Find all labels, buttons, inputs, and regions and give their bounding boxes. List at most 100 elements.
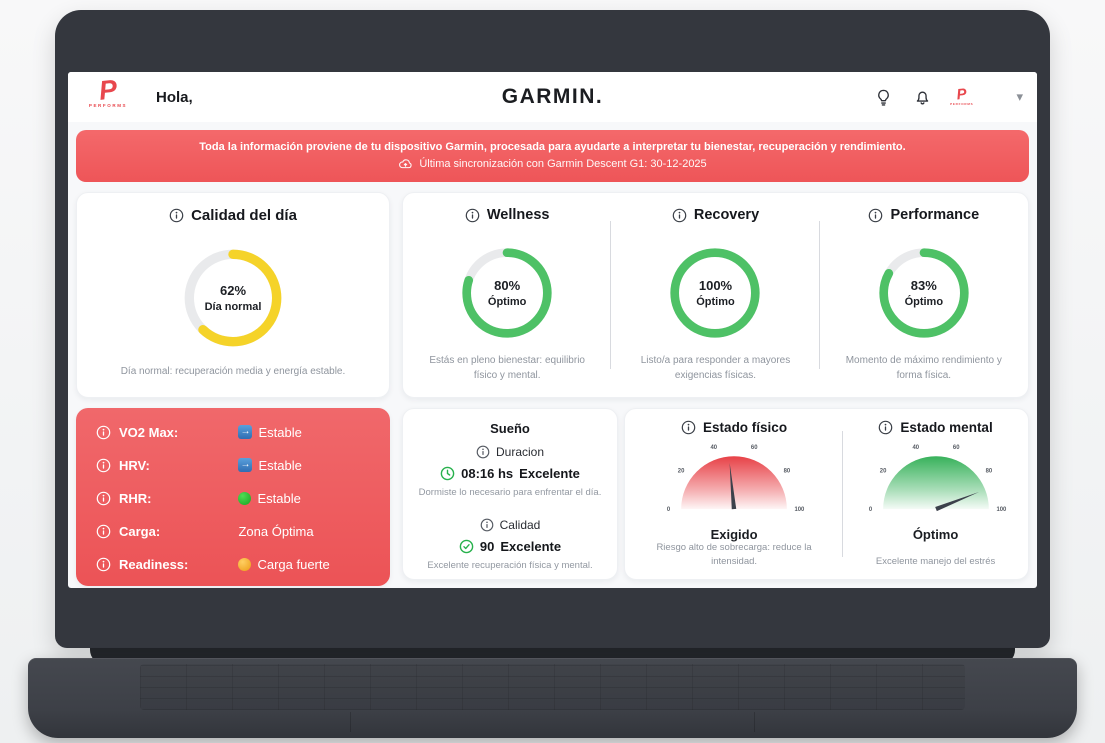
estado-fisico-gauge-chart: 0 20 40 60 80 100	[667, 445, 806, 513]
quality-status: Día normal	[204, 301, 262, 313]
trend-arrow-icon	[238, 425, 253, 439]
sleep-quality-label: Calidad	[499, 518, 541, 532]
metric-label: Carga:	[119, 523, 161, 539]
info-icon[interactable]	[868, 208, 883, 223]
laptop-deck-seam	[754, 712, 755, 732]
sleep-quality-label-row: Calidad	[480, 518, 541, 532]
info-icon[interactable]	[96, 491, 111, 506]
banner-sync-text: Última sincronización con Garmin Descent…	[419, 158, 707, 170]
info-icon[interactable]	[96, 524, 111, 539]
svg-text:20: 20	[678, 469, 685, 475]
greeting-text: Hola,	[156, 88, 193, 106]
info-icon[interactable]	[480, 518, 494, 532]
info-icon[interactable]	[878, 420, 893, 435]
recovery-value: 100%	[698, 278, 733, 293]
lightbulb-icon[interactable]	[872, 86, 894, 108]
svg-text:100: 100	[795, 507, 806, 513]
sleep-title: Sueño	[490, 421, 530, 436]
metric-label-row: HRV:	[96, 458, 150, 473]
info-icon[interactable]	[96, 425, 111, 440]
profile-avatar-logo[interactable]: P PERFORMS	[950, 85, 973, 106]
trend-arrow-icon	[238, 458, 253, 472]
recovery-title: Recovery	[693, 207, 760, 223]
metric-label: HRV:	[119, 457, 150, 473]
check-circle-icon	[459, 539, 474, 554]
estado-fisico-title: Estado físico	[703, 420, 788, 435]
metric-label: Readiness:	[119, 556, 189, 572]
performance-ring-chart	[879, 248, 969, 338]
estado-mental-title-row: Estado mental	[878, 420, 993, 435]
vertical-divider	[818, 221, 820, 369]
quality-title: Calidad del día	[191, 207, 297, 224]
metric-value: Carga fuerte	[257, 556, 330, 572]
estado-fisico-title-row: Estado físico	[681, 420, 787, 435]
metric-value-cell: Carga fuerte	[238, 556, 330, 572]
performance-note: Momento de máximo rendimiento y forma fí…	[845, 355, 1002, 381]
wellness-note: Estás en pleno bienestar: equilibrio fís…	[429, 355, 585, 381]
svg-text:60: 60	[751, 445, 758, 451]
bell-icon[interactable]	[911, 86, 933, 108]
wellness-title: Wellness	[486, 207, 550, 223]
metric-label-row: Carga:	[96, 524, 160, 539]
performance-section: Performance 83% Óptimo Momento de máximo…	[820, 193, 1028, 397]
laptop-deck-seam	[350, 712, 351, 732]
metric-value-cell: Zona Óptima	[238, 524, 313, 539]
card-estado: Estado físico 0 20 40 60 80 100 Exigido Riesg…	[624, 408, 1029, 580]
sleep-quality-note: Excelente recuperación física y mental.	[427, 560, 593, 571]
quality-ring-center: 62% Día normal	[181, 246, 285, 350]
banner-sync-row: Última sincronización con Garmin Descent…	[398, 157, 707, 172]
quality-ring-chart	[184, 249, 282, 347]
app-window: P PERFORMS Hola, GARMIN.	[68, 72, 1037, 588]
banner-message: Toda la información proviene de tu dispo…	[199, 140, 906, 153]
svg-text:20: 20	[879, 469, 886, 475]
sleep-quality-value-row: 90 Excelente	[459, 539, 561, 554]
info-icon[interactable]	[96, 557, 111, 572]
svg-text:100: 100	[996, 507, 1007, 513]
header-actions: P PERFORMS ▾	[872, 72, 1023, 122]
wellness-status: Óptimo	[487, 296, 527, 308]
metric-value: Estable	[258, 457, 302, 473]
laptop-keyboard	[140, 664, 965, 710]
info-icon[interactable]	[465, 208, 480, 223]
metric-row-rhr: RHR: Estable	[96, 487, 370, 509]
estado-fisico-note: Riesgo alto de sobrecarga: reduce la int…	[656, 541, 812, 567]
svg-text:40: 40	[711, 445, 718, 451]
performs-logo[interactable]: P PERFORMS	[80, 74, 136, 108]
svg-text:40: 40	[912, 445, 919, 451]
metric-value-cell: Estable	[238, 457, 302, 473]
sleep-duration-status: Excelente	[519, 466, 580, 481]
garmin-logo: GARMIN.	[501, 85, 604, 108]
performance-value: 83%	[910, 278, 937, 293]
laptop-screen-bezel: P PERFORMS Hola, GARMIN.	[55, 10, 1050, 648]
svg-text:80: 80	[784, 469, 791, 475]
sleep-duration-label: Duracion	[495, 445, 545, 459]
vertical-divider	[610, 221, 612, 369]
metric-row-readiness: Readiness: Carga fuerte	[96, 553, 370, 575]
green-dot-icon	[238, 491, 252, 505]
wellness-section: Wellness 80% Óptimo Estás en pleno biene…	[403, 193, 612, 397]
performance-status: Óptimo	[904, 296, 944, 308]
quality-title-row: Calidad del día	[77, 207, 389, 224]
estado-mental-section: Estado mental 0 20 40 60 80 100 Óptimo Excele…	[843, 409, 1028, 579]
info-icon[interactable]	[681, 420, 696, 435]
metric-value: Estable	[257, 490, 301, 506]
sync-banner: Toda la información proviene de tu dispo…	[76, 130, 1029, 182]
metric-label: VO2 Max:	[119, 424, 179, 440]
recovery-section: Recovery 100% Óptimo Listo/a para respon…	[611, 193, 820, 397]
info-icon[interactable]	[672, 208, 687, 223]
recovery-title-row: Recovery	[672, 207, 759, 223]
metric-row-carga: Carga: Zona Óptima	[96, 520, 370, 542]
wellness-ring-chart	[462, 248, 552, 338]
profile-logo-mark: P	[955, 85, 968, 104]
estado-mental-gauge-chart: 0 20 40 60 80 100	[868, 445, 1007, 513]
metric-value: Zona Óptima	[238, 523, 314, 539]
info-icon[interactable]	[169, 208, 184, 223]
info-icon[interactable]	[96, 458, 111, 473]
wellness-value: 80%	[494, 278, 521, 293]
performs-logo-wordmark: PERFORMS	[88, 103, 128, 108]
info-icon[interactable]	[476, 445, 490, 459]
cloud-sync-icon	[399, 158, 412, 168]
chevron-down-icon[interactable]: ▾	[1016, 89, 1023, 104]
quality-value: 62%	[219, 283, 247, 298]
sleep-quality-value: 90	[479, 539, 495, 554]
